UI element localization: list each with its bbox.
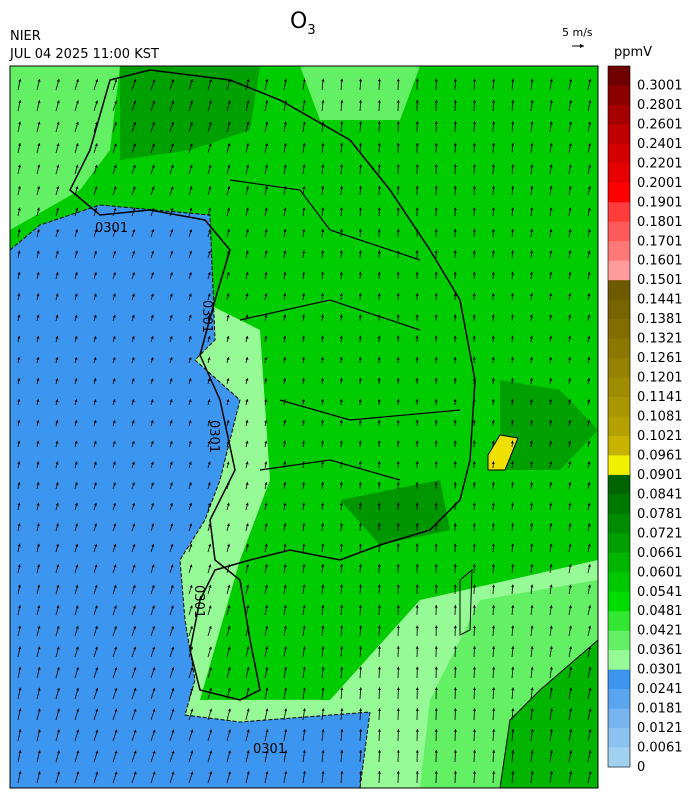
colorbar-label: 0.1261 [637, 351, 683, 366]
colorbar-swatch [608, 124, 630, 144]
colorbar-swatch [608, 650, 630, 670]
colorbar-swatch [608, 163, 630, 183]
colorbar: 0.3001 0.2801 0.2601 0.2401 0.2201 0.2001 0.19… [608, 66, 683, 775]
colorbar-swatch [608, 631, 630, 651]
colorbar-swatch [608, 553, 630, 573]
colorbar-label: 0.0601 [637, 565, 683, 580]
colorbar-label: 0.0541 [637, 585, 683, 600]
colorbar-label: 0.0421 [637, 624, 683, 639]
colorbar-swatch [608, 397, 630, 417]
colorbar-swatch [608, 475, 630, 495]
colorbar-swatch [608, 689, 630, 709]
colorbar-label: 0.1801 [637, 215, 683, 230]
colorbar-label: 0.1141 [637, 390, 683, 405]
colorbar-label: 0.0301 [637, 663, 683, 678]
colorbar-label: 0.0661 [637, 546, 683, 561]
colorbar-swatch [608, 202, 630, 222]
colorbar-swatch [608, 66, 630, 86]
colorbar-label: 0.2601 [637, 117, 683, 132]
colorbar-swatch [608, 144, 630, 164]
colorbar-swatch [608, 241, 630, 261]
colorbar-swatch [608, 728, 630, 748]
source-label: NIER [10, 29, 41, 44]
colorbar-swatch [608, 436, 630, 456]
colorbar-label: 0.0901 [637, 468, 683, 483]
colorbar-swatch [608, 358, 630, 378]
colorbar-label: 0.2001 [637, 176, 683, 191]
colorbar-label: 0.2801 [637, 98, 683, 113]
colorbar-label: 0.1201 [637, 371, 683, 386]
colorbar-label: 0.1441 [637, 293, 683, 308]
colorbar-label: 0.2401 [637, 137, 683, 152]
colorbar-label: 0.0781 [637, 507, 683, 522]
datetime-label: JUL 04 2025 11:00 KST [9, 47, 159, 62]
colorbar-label: 0.1081 [637, 410, 683, 425]
colorbar-swatch [608, 183, 630, 203]
contour-label: 0301 [253, 742, 286, 757]
vector-scale-head [580, 44, 584, 48]
colorbar-swatch [608, 748, 630, 768]
colorbar-swatch [608, 319, 630, 339]
colorbar-label: 0.1021 [637, 429, 683, 444]
colorbar-label: 0.1321 [637, 332, 683, 347]
colorbar-label: 0.0961 [637, 448, 683, 463]
colorbar-swatch [608, 514, 630, 534]
colorbar-swatch [608, 280, 630, 300]
colorbar-swatch [608, 261, 630, 281]
title-subscript: 3 [307, 23, 315, 38]
colorbar-swatch [608, 592, 630, 612]
colorbar-label: 0.1501 [637, 273, 683, 288]
colorbar-swatch [608, 455, 630, 475]
colorbar-swatch [608, 300, 630, 320]
colorbar-swatch [608, 105, 630, 125]
colorbar-unit: ppmV [614, 45, 652, 60]
light-zone [300, 66, 420, 120]
colorbar-label: 0.0181 [637, 702, 683, 717]
colorbar-swatch [608, 222, 630, 242]
colorbar-swatch [608, 572, 630, 592]
contour-label: 0301 [206, 420, 221, 453]
colorbar-label: 0.0361 [637, 643, 683, 658]
colorbar-swatch [608, 611, 630, 631]
colorbar-swatch [608, 85, 630, 105]
colorbar-label: 0.1701 [637, 234, 683, 249]
colorbar-label: 0.0121 [637, 721, 683, 736]
colorbar-swatch [608, 417, 630, 437]
colorbar-label: 0.0841 [637, 487, 683, 502]
colorbar-label: 0.3001 [637, 78, 683, 93]
colorbar-label: 0.1381 [637, 312, 683, 327]
colorbar-label: 0.0481 [637, 604, 683, 619]
colorbar-label: 0.0061 [637, 741, 683, 756]
contour-label: 0301 [199, 300, 214, 333]
colorbar-label: 0.2201 [637, 156, 683, 171]
colorbar-label: 0.1601 [637, 254, 683, 269]
colorbar-swatch [608, 494, 630, 514]
map-field: 0301 0301 0301 0301 0301 [10, 66, 598, 788]
colorbar-label: 0.1901 [637, 195, 683, 210]
vector-scale-label: 5 m/s [562, 26, 593, 39]
colorbar-swatch [608, 339, 630, 359]
colorbar-label: 0.0721 [637, 526, 683, 541]
contour-label: 0301 [95, 221, 128, 236]
colorbar-swatch [608, 709, 630, 729]
title-main: O [290, 9, 307, 34]
colorbar-swatch [608, 378, 630, 398]
contour-label: 0301 [191, 585, 206, 618]
colorbar-label: 0.0241 [637, 682, 683, 697]
colorbar-swatch [608, 670, 630, 690]
colorbar-swatch [608, 533, 630, 553]
colorbar-label: 0 [637, 760, 645, 775]
map-title: O3 [290, 9, 316, 38]
